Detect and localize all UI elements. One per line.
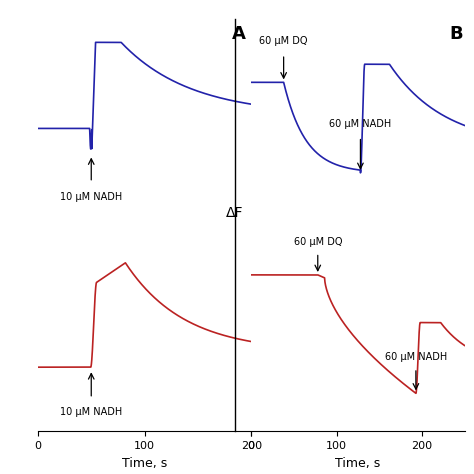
Text: 60 μM NADH: 60 μM NADH xyxy=(329,118,392,128)
X-axis label: Time, s: Time, s xyxy=(122,456,167,470)
Text: 60 μM DQ: 60 μM DQ xyxy=(259,36,308,46)
Text: ΔF: ΔF xyxy=(226,206,243,220)
Text: 60 μM DQ: 60 μM DQ xyxy=(293,237,342,246)
Text: 60 μM NADH: 60 μM NADH xyxy=(385,352,447,362)
Text: 10 μM NADH: 10 μM NADH xyxy=(60,192,122,202)
Text: A: A xyxy=(232,25,246,43)
Text: 10 μM NADH: 10 μM NADH xyxy=(60,408,122,418)
Text: B: B xyxy=(449,25,463,43)
X-axis label: Time, s: Time, s xyxy=(335,456,381,470)
